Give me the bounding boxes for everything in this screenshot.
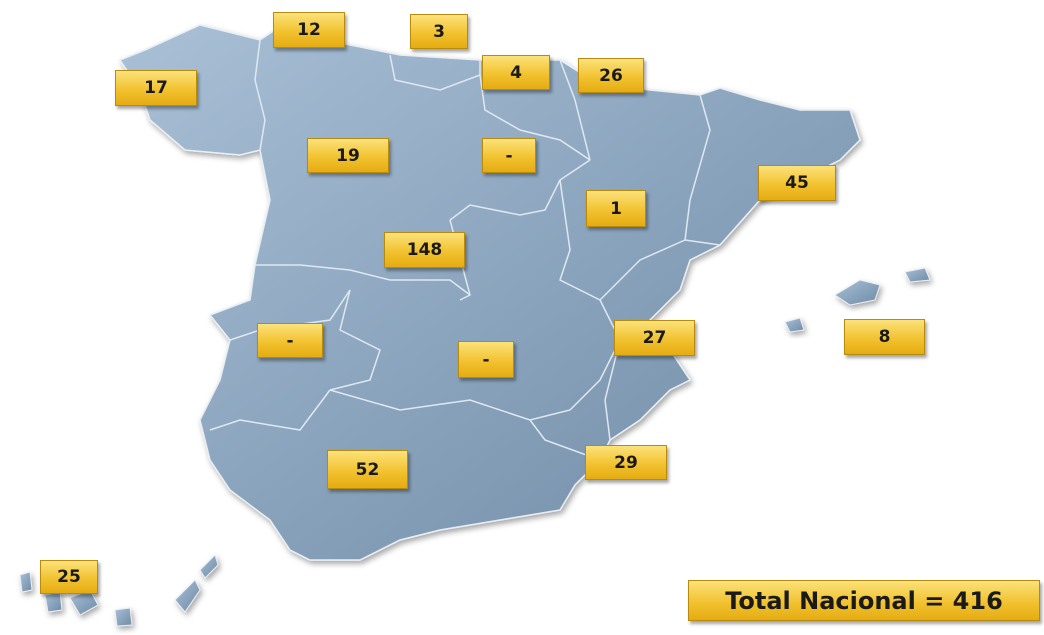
region-label: 12 xyxy=(273,12,345,48)
region-label: 1 xyxy=(586,190,646,227)
region-label: 25 xyxy=(40,560,98,594)
region-label: 148 xyxy=(384,232,465,268)
region-label: - xyxy=(458,341,514,378)
region-label: 52 xyxy=(327,450,408,489)
region-label: 26 xyxy=(578,58,644,93)
region-label: 29 xyxy=(585,445,667,480)
region-label: 8 xyxy=(844,319,925,355)
canary-islands xyxy=(19,554,219,627)
peninsula xyxy=(118,24,861,561)
region-label: 4 xyxy=(482,55,550,90)
region-label: 45 xyxy=(758,165,836,201)
region-label: 19 xyxy=(307,138,389,173)
region-label: 17 xyxy=(115,70,197,106)
region-label: - xyxy=(482,138,536,173)
balearic-islands xyxy=(784,267,931,333)
total-label: Total Nacional = 416 xyxy=(688,580,1040,621)
region-label: 27 xyxy=(614,320,695,356)
region-label: - xyxy=(257,323,323,358)
region-label: 3 xyxy=(410,14,468,49)
